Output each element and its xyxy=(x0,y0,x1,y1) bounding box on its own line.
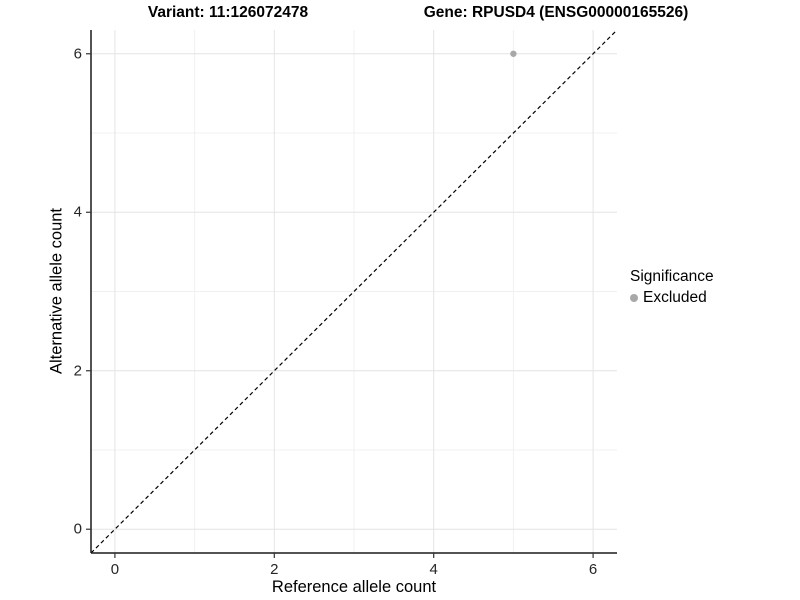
y-tick-label: 0 xyxy=(73,520,82,538)
y-tick-label: 2 xyxy=(73,362,82,380)
identity-line xyxy=(90,29,618,554)
gene-title: Gene: RPUSD4 (ENSG00000165526) xyxy=(423,4,689,21)
legend: Significance Excluded xyxy=(630,268,714,307)
x-tick-label: 4 xyxy=(429,561,438,578)
x-tick-label: 0 xyxy=(110,561,120,578)
y-tick-label: 4 xyxy=(73,203,82,221)
variant-title: Variant: 11:126072478 xyxy=(147,4,309,21)
x-axis-label: Reference allele count xyxy=(271,578,437,596)
x-tick-label: 6 xyxy=(588,561,598,578)
data-point xyxy=(510,50,517,57)
legend-item-excluded: Excluded xyxy=(630,289,714,307)
legend-title: Significance xyxy=(630,268,714,285)
y-tick-label: 6 xyxy=(73,45,82,63)
legend-item-label: Excluded xyxy=(643,289,707,306)
excluded-point-swatch-icon xyxy=(630,294,638,302)
y-axis-label: Alternative allele count xyxy=(47,207,66,375)
x-tick-label: 2 xyxy=(270,561,279,578)
